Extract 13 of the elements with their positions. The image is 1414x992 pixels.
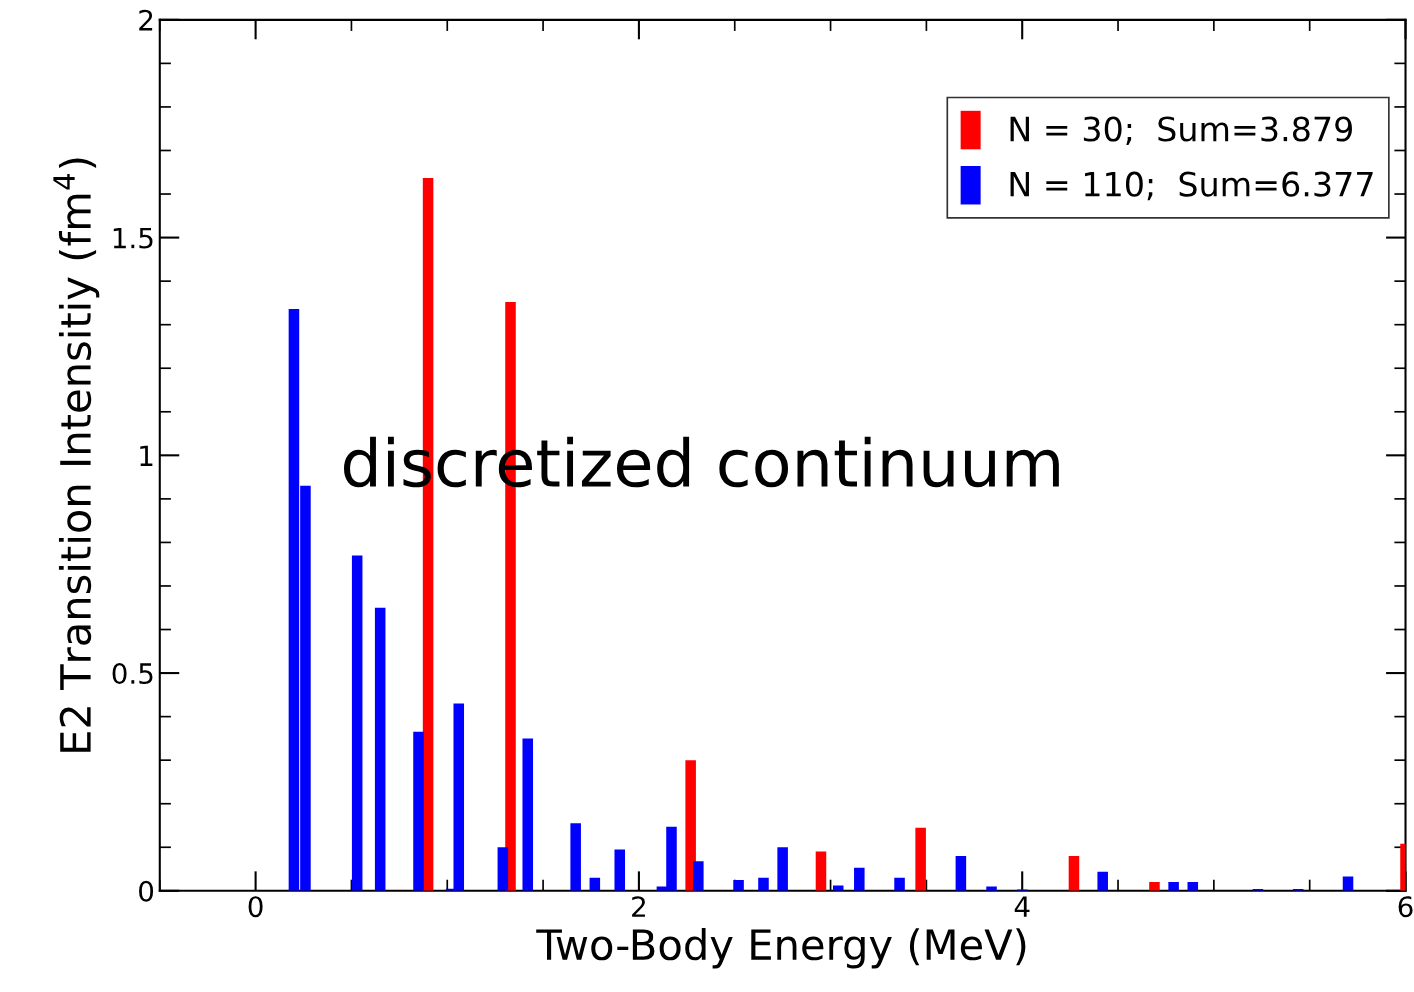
y-tick-label: 1.5 <box>113 227 153 249</box>
x-tick-label: 0 <box>248 896 263 918</box>
x-axis-title: Two-Body Energy (MeV) <box>536 928 1026 969</box>
x-tick-label: 2 <box>632 896 645 917</box>
y-tick-label: 2 <box>139 9 153 31</box>
legend-label: N = 110; Sum=6.377 <box>1010 171 1373 201</box>
y-tick-label: 0.5 <box>112 663 153 685</box>
legend-label: N = 30; Sum=3.879 <box>1010 116 1352 146</box>
y-tick-label: 0 <box>139 880 154 902</box>
x-tick-label: 6 <box>1398 896 1413 918</box>
y-tick-label: 1 <box>140 445 153 466</box>
y-axis-title: E2 Transition Intensitiy (fm$^{4}$) <box>53 158 100 752</box>
x-tick-label: 4 <box>1014 896 1030 917</box>
